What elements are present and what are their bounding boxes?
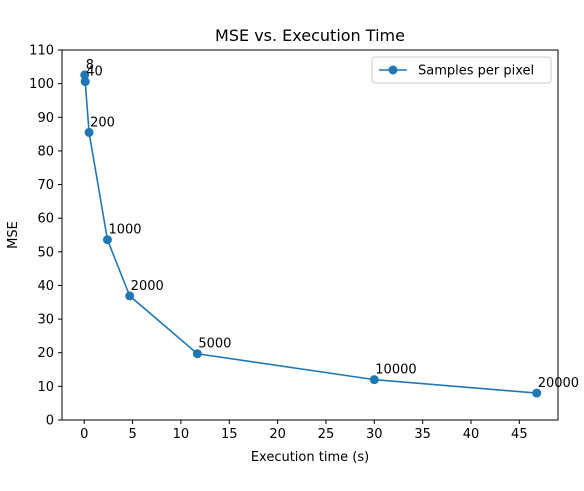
data-label: 10000 [375, 363, 416, 378]
y-tick-label: 90 [37, 111, 54, 126]
data-point [369, 375, 379, 385]
y-tick-label: 40 [37, 279, 54, 294]
data-label: 2000 [131, 279, 164, 294]
y-tick-label: 60 [37, 212, 54, 227]
data-point [125, 291, 135, 301]
x-tick-label: 30 [366, 427, 383, 442]
x-tick-label: 5 [128, 427, 136, 442]
data-label: 40 [86, 65, 103, 80]
x-tick-label: 40 [463, 427, 480, 442]
x-tick-label: 35 [414, 427, 431, 442]
y-tick-label: 100 [29, 77, 54, 92]
y-tick-label: 70 [37, 178, 54, 193]
y-tick-label: 0 [46, 414, 54, 429]
data-point [192, 349, 202, 359]
legend: Samples per pixel [371, 56, 552, 84]
data-label: 1000 [108, 223, 141, 238]
x-tick-label: 0 [80, 427, 88, 442]
y-tick-label: 30 [37, 313, 54, 328]
x-axis-ticks: 0 5 10 15 20 25 30 35 40 45 [80, 420, 528, 442]
y-tick-label: 80 [37, 144, 54, 159]
legend-entry: Samples per pixel [418, 64, 534, 79]
data-point [84, 127, 94, 137]
x-tick-label: 15 [221, 427, 238, 442]
y-tick-label: 50 [37, 245, 54, 260]
data-label: 5000 [198, 337, 231, 352]
x-tick-label: 10 [173, 427, 190, 442]
data-label: 20000 [538, 376, 579, 391]
y-tick-label: 20 [37, 346, 54, 361]
legend-marker [388, 65, 398, 75]
y-axis-label: MSE [6, 221, 21, 249]
x-tick-label: 20 [269, 427, 286, 442]
x-tick-label: 25 [318, 427, 335, 442]
y-tick-label: 110 [29, 44, 54, 59]
y-tick-label: 10 [37, 380, 54, 395]
data-label: 200 [90, 115, 115, 130]
axes-border [61, 49, 559, 421]
series-line [83, 74, 537, 394]
x-tick-label: 45 [511, 427, 528, 442]
data-point [80, 70, 90, 80]
data-point [102, 235, 112, 245]
legend-box [371, 56, 552, 84]
axes-frame [61, 49, 559, 421]
chart-title: MSE vs. Execution Time [215, 26, 405, 45]
x-axis-label: Execution time (s) [251, 450, 369, 465]
data-point [80, 77, 90, 87]
y-axis-ticks: 0 10 20 30 40 50 60 70 80 90 100 110 [29, 44, 62, 429]
series-group: 840 200 1000 2000 5000 10000 20000 [80, 58, 579, 398]
data-point [532, 388, 542, 398]
data-label: 8 [86, 58, 94, 73]
